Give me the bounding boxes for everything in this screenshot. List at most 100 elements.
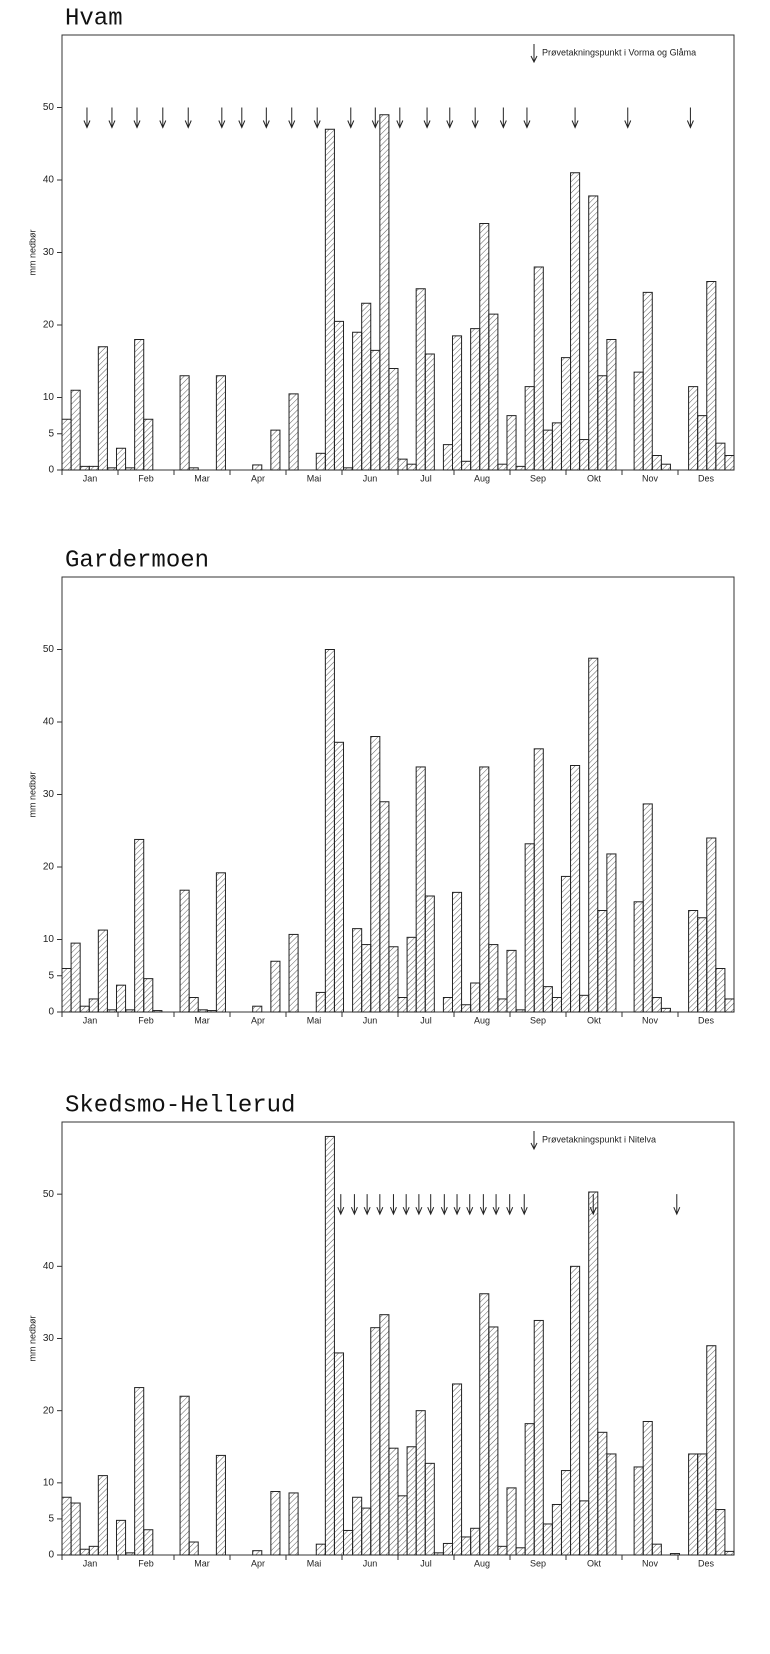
bar [442, 997, 453, 1013]
sampling-arrow [479, 1194, 487, 1216]
bar [479, 766, 490, 1013]
bar [669, 1553, 681, 1556]
x-tick-label: Feb [138, 1015, 154, 1025]
bar [579, 439, 590, 471]
bar [551, 422, 562, 471]
bar [697, 917, 708, 1013]
x-tick-label: Des [698, 1015, 715, 1025]
bar [361, 302, 372, 471]
bar [70, 1502, 81, 1556]
bar [270, 429, 281, 471]
bar [343, 1529, 354, 1556]
bar [370, 349, 381, 471]
bar [125, 467, 136, 471]
sampling-arrow [350, 1194, 358, 1216]
x-tick-label: Aug [474, 473, 490, 483]
y-axis-label: mm nedbør [27, 771, 37, 817]
bar [179, 1395, 190, 1556]
sampling-arrow [83, 107, 91, 129]
bar [651, 455, 662, 471]
bar [579, 1500, 590, 1556]
legend-arrow [530, 1131, 538, 1151]
bar [115, 984, 127, 1013]
y-tick-label: 0 [48, 1007, 54, 1018]
x-tick-label: Mar [194, 1558, 210, 1568]
sampling-arrow [446, 107, 454, 129]
y-axis-label: mm nedbør [27, 229, 37, 275]
x-tick-label: Mai [307, 1015, 322, 1025]
bar [642, 1420, 653, 1556]
bar [397, 997, 408, 1013]
sampling-arrow [133, 107, 141, 129]
bar [361, 944, 372, 1013]
bar [461, 1004, 472, 1013]
bar [451, 335, 463, 471]
bar [397, 1495, 408, 1556]
sampling-arrow [262, 107, 270, 129]
chart-title: Skedsmo-Hellerud [65, 1092, 295, 1119]
bar [97, 1475, 108, 1556]
sampling-arrow [686, 107, 694, 129]
bar [470, 328, 481, 471]
x-tick-label: Feb [138, 473, 154, 483]
bar [206, 1010, 217, 1013]
x-tick-label: Sep [530, 1558, 546, 1568]
bar [551, 997, 562, 1013]
bar [179, 889, 190, 1013]
bar [606, 853, 617, 1013]
bar [724, 455, 735, 471]
bar [333, 1352, 345, 1556]
bar [560, 875, 572, 1013]
x-tick-label: Feb [138, 1558, 154, 1568]
bar [542, 986, 553, 1013]
bar [633, 371, 644, 471]
bar [497, 1545, 508, 1556]
bar [379, 114, 390, 471]
bar [515, 1009, 526, 1013]
bar [533, 266, 544, 471]
bar [343, 467, 354, 471]
bar [424, 353, 435, 471]
x-tick-label: Mai [307, 1558, 322, 1568]
bar [134, 1387, 145, 1556]
panel: Gardermoen mm nedbør 0 5 10 20 30 40 50 Jan Feb Mar… [27, 547, 735, 1025]
bar [270, 960, 281, 1013]
bar [388, 1447, 399, 1556]
sampling-arrow [396, 107, 404, 129]
bar [288, 393, 299, 471]
y-tick-label: 10 [43, 934, 55, 945]
x-tick-label: Okt [587, 1015, 602, 1025]
bar [370, 736, 381, 1013]
bar [61, 968, 72, 1013]
bar [188, 997, 199, 1013]
x-tick-label: Jun [363, 1015, 378, 1025]
bar [542, 1523, 553, 1556]
y-tick-label: 5 [48, 970, 54, 981]
sampling-arrow [423, 107, 431, 129]
bar [215, 1454, 226, 1556]
bar [70, 389, 81, 471]
sampling-arrow [499, 107, 507, 129]
bar [415, 288, 426, 471]
x-tick-label: Sep [530, 473, 546, 483]
x-tick-label: Jul [420, 473, 432, 483]
legend-label: Prøvetakningspunkt i Nitelva [542, 1134, 656, 1144]
bar [688, 1453, 699, 1556]
y-axis-label: mm nedbør [27, 1315, 37, 1361]
x-tick-label: Jan [83, 1015, 98, 1025]
bar [697, 1453, 708, 1556]
y-tick-label: 5 [48, 1514, 54, 1525]
bar [451, 891, 463, 1013]
bar [488, 313, 499, 471]
bar [61, 1496, 72, 1556]
bar [570, 765, 581, 1013]
x-tick-label: Apr [251, 473, 265, 483]
x-tick-label: Des [698, 473, 715, 483]
bar [252, 1005, 263, 1013]
panel: Skedsmo-Hellerud mm nedbør 0 5 10 20 30 40 50 Jan… [27, 1092, 735, 1568]
bar [397, 458, 408, 471]
bar [352, 928, 363, 1013]
bar [424, 1462, 435, 1556]
x-tick-label: Okt [587, 1558, 602, 1568]
sampling-arrow [363, 1194, 371, 1216]
